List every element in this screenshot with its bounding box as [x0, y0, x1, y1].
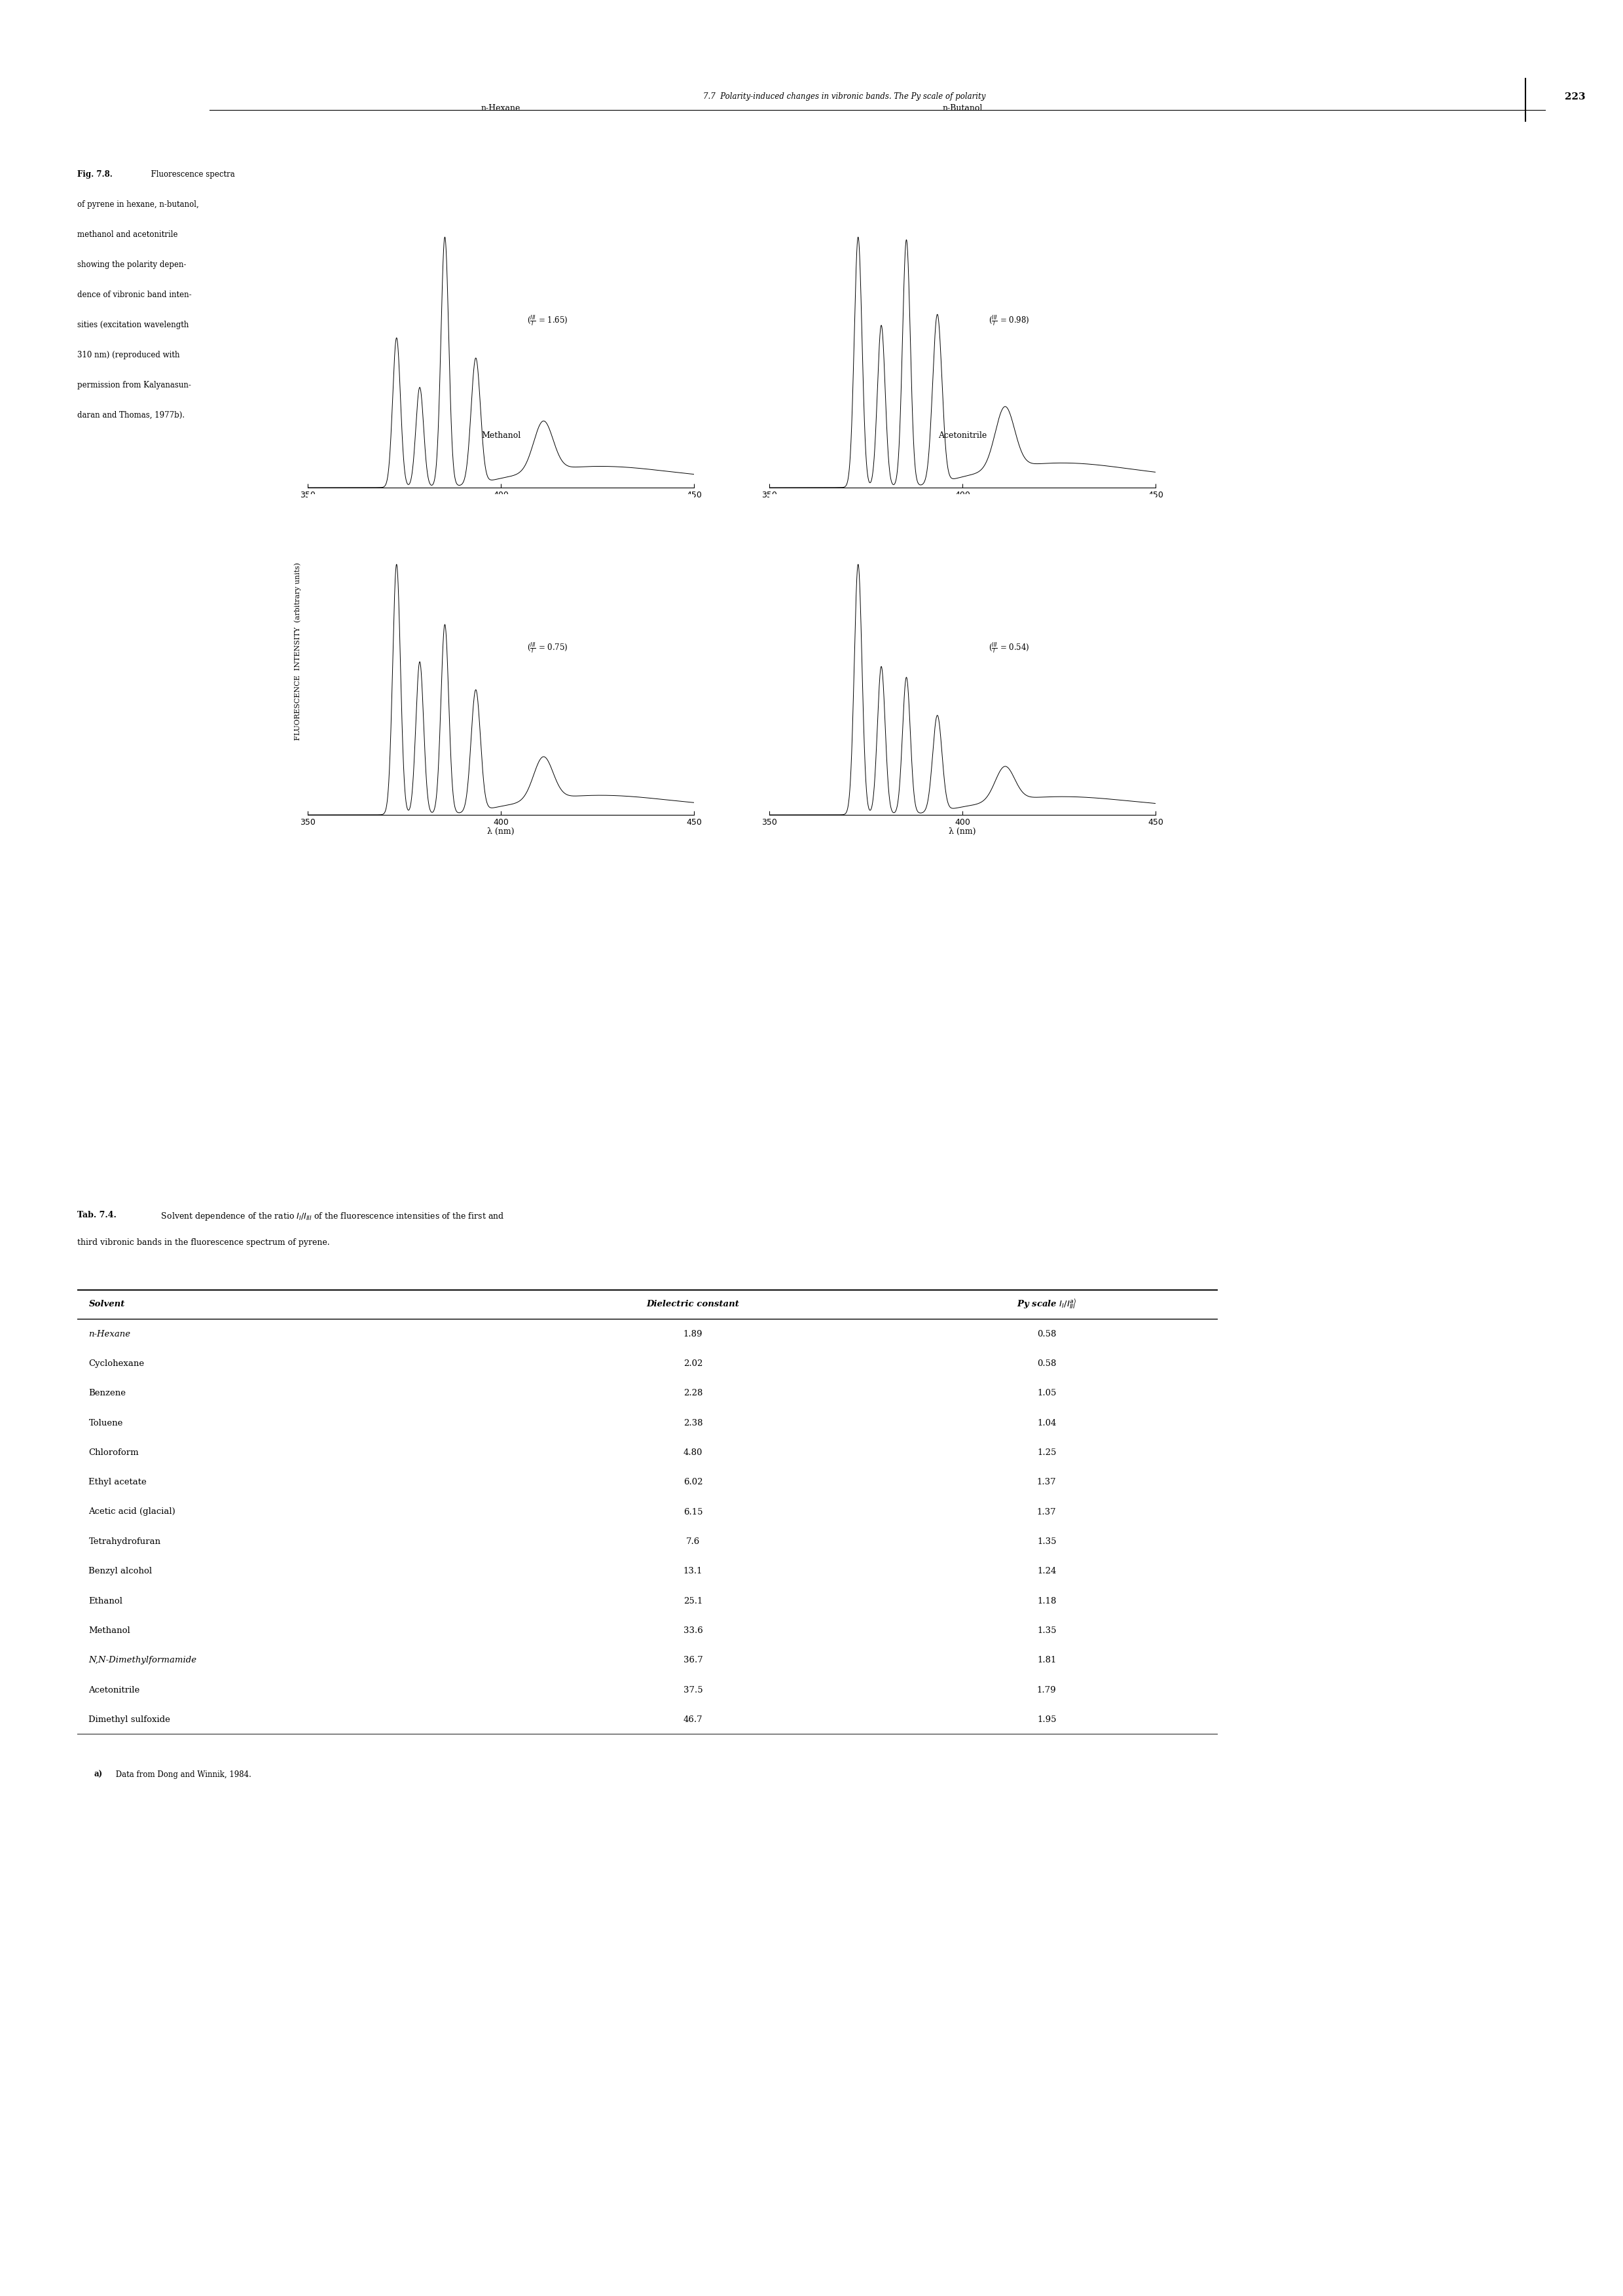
- Text: Ethyl acetate: Ethyl acetate: [89, 1479, 146, 1486]
- Text: 1.79: 1.79: [1037, 1685, 1057, 1694]
- Text: Dielectric constant: Dielectric constant: [646, 1300, 740, 1309]
- Text: 36.7: 36.7: [683, 1655, 703, 1665]
- Text: 37.5: 37.5: [683, 1685, 703, 1694]
- Text: a): a): [94, 1770, 102, 1779]
- Text: Methanol: Methanol: [89, 1626, 130, 1635]
- X-axis label: λ (nm): λ (nm): [949, 501, 975, 510]
- Text: Fluorescence spectra: Fluorescence spectra: [146, 170, 235, 179]
- Text: Tab. 7.4.: Tab. 7.4.: [78, 1210, 117, 1219]
- Text: ($\frac{III}{I}$ = 0.98): ($\frac{III}{I}$ = 0.98): [988, 315, 1029, 328]
- Text: n-Butanol: n-Butanol: [943, 103, 982, 113]
- Text: of pyrene in hexane, n-butanol,: of pyrene in hexane, n-butanol,: [78, 200, 200, 209]
- Text: 310 nm) (reproduced with: 310 nm) (reproduced with: [78, 351, 180, 358]
- Text: FLUORESCENCE  INTENSITY  (arbitrary units): FLUORESCENCE INTENSITY (arbitrary units): [294, 563, 302, 739]
- Text: dence of vibronic band inten-: dence of vibronic band inten-: [78, 292, 192, 298]
- Text: 0.58: 0.58: [1037, 1359, 1057, 1368]
- Text: Benzene: Benzene: [89, 1389, 127, 1398]
- Text: 1.81: 1.81: [1037, 1655, 1057, 1665]
- Text: 1.37: 1.37: [1037, 1479, 1057, 1486]
- Text: 25.1: 25.1: [683, 1596, 703, 1605]
- Text: 1.89: 1.89: [683, 1329, 703, 1339]
- Text: 2.02: 2.02: [683, 1359, 703, 1368]
- Text: 1.35: 1.35: [1037, 1538, 1057, 1545]
- Text: Acetonitrile: Acetonitrile: [89, 1685, 140, 1694]
- Text: daran and Thomas, 1977b).: daran and Thomas, 1977b).: [78, 411, 185, 420]
- Text: n-Hexane: n-Hexane: [480, 103, 521, 113]
- Text: 1.25: 1.25: [1037, 1449, 1057, 1458]
- X-axis label: λ (nm): λ (nm): [949, 827, 975, 836]
- Text: 1.37: 1.37: [1037, 1508, 1057, 1515]
- Text: third vibronic bands in the fluorescence spectrum of pyrene.: third vibronic bands in the fluorescence…: [78, 1238, 329, 1247]
- Text: 1.04: 1.04: [1037, 1419, 1057, 1428]
- Text: Acetonitrile: Acetonitrile: [938, 432, 987, 439]
- X-axis label: λ (nm): λ (nm): [487, 827, 514, 836]
- Text: sities (excitation wavelength: sities (excitation wavelength: [78, 321, 188, 328]
- Text: 6.15: 6.15: [683, 1508, 703, 1515]
- Text: 2.38: 2.38: [683, 1419, 703, 1428]
- Text: 13.1: 13.1: [683, 1566, 703, 1575]
- Text: Py scale $I_I/I_{III}^{a)}$: Py scale $I_I/I_{III}^{a)}$: [1016, 1297, 1076, 1311]
- Text: Solvent: Solvent: [89, 1300, 125, 1309]
- Text: 33.6: 33.6: [683, 1626, 703, 1635]
- Text: 1.95: 1.95: [1037, 1715, 1057, 1724]
- Text: 223: 223: [1565, 92, 1586, 101]
- Text: 0.58: 0.58: [1037, 1329, 1057, 1339]
- Text: Solvent dependence of the ratio $I_I/I_{III}$ of the fluorescence intensities of: Solvent dependence of the ratio $I_I/I_{…: [156, 1210, 505, 1221]
- Text: N,N-Dimethylformamide: N,N-Dimethylformamide: [89, 1655, 196, 1665]
- Text: Chloroform: Chloroform: [89, 1449, 140, 1458]
- Text: 46.7: 46.7: [683, 1715, 703, 1724]
- Text: 4.80: 4.80: [683, 1449, 703, 1458]
- X-axis label: λ (nm): λ (nm): [487, 501, 514, 510]
- Text: Toluene: Toluene: [89, 1419, 123, 1428]
- Text: Cyclohexane: Cyclohexane: [89, 1359, 144, 1368]
- Text: Methanol: Methanol: [480, 432, 521, 439]
- Text: permission from Kalyanasun-: permission from Kalyanasun-: [78, 381, 192, 390]
- Text: ($\frac{III}{I}$ = 0.75): ($\frac{III}{I}$ = 0.75): [527, 641, 568, 654]
- Text: 1.24: 1.24: [1037, 1566, 1057, 1575]
- Text: Dimethyl sulfoxide: Dimethyl sulfoxide: [89, 1715, 170, 1724]
- Text: 1.05: 1.05: [1037, 1389, 1057, 1398]
- Text: Ethanol: Ethanol: [89, 1596, 123, 1605]
- Text: Fig. 7.8.: Fig. 7.8.: [78, 170, 112, 179]
- Text: 1.35: 1.35: [1037, 1626, 1057, 1635]
- Text: 2.28: 2.28: [683, 1389, 703, 1398]
- Text: Acetic acid (glacial): Acetic acid (glacial): [89, 1508, 175, 1515]
- Text: methanol and acetonitrile: methanol and acetonitrile: [78, 230, 179, 239]
- Text: Data from Dong and Winnik, 1984.: Data from Dong and Winnik, 1984.: [114, 1770, 252, 1779]
- Text: 6.02: 6.02: [683, 1479, 703, 1486]
- Text: ($\frac{III}{I}$ = 0.54): ($\frac{III}{I}$ = 0.54): [988, 641, 1029, 654]
- Text: ($\frac{III}{I}$ = 1.65): ($\frac{III}{I}$ = 1.65): [527, 315, 568, 328]
- Text: 7.7  Polarity-induced changes in vibronic bands. The Py scale of polarity: 7.7 Polarity-induced changes in vibronic…: [703, 92, 985, 101]
- Text: 7.6: 7.6: [687, 1538, 700, 1545]
- Text: showing the polarity depen-: showing the polarity depen-: [78, 259, 187, 269]
- Text: Tetrahydrofuran: Tetrahydrofuran: [89, 1538, 161, 1545]
- Text: 1.18: 1.18: [1037, 1596, 1057, 1605]
- Text: Benzyl alcohol: Benzyl alcohol: [89, 1566, 153, 1575]
- Text: n-Hexane: n-Hexane: [89, 1329, 130, 1339]
